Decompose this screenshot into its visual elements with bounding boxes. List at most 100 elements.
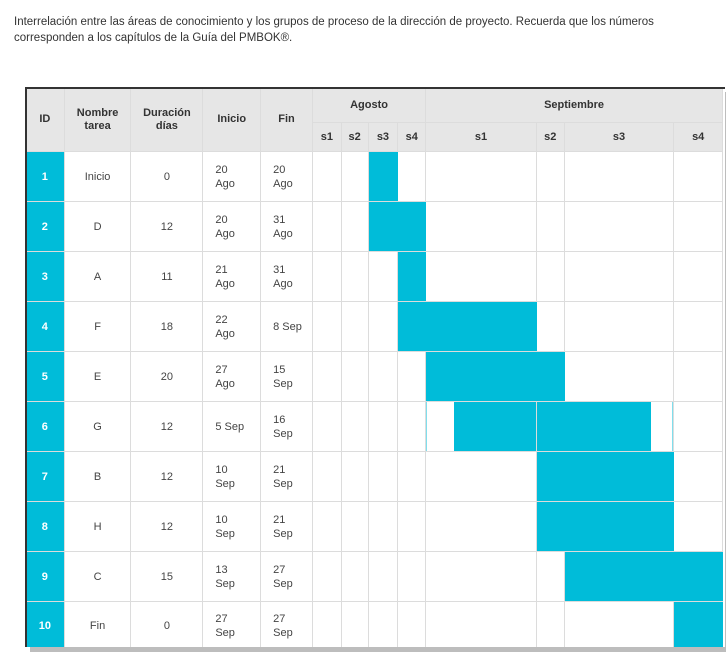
gantt-bar-cell bbox=[535, 251, 565, 302]
gantt-bar-cell bbox=[397, 351, 427, 402]
gantt-bar-cell bbox=[311, 501, 342, 552]
row-duration: 12 bbox=[130, 501, 204, 552]
gantt-bar-cell bbox=[425, 551, 537, 602]
gantt-bar-cell bbox=[340, 451, 369, 502]
row-end: 16 Sep bbox=[260, 401, 313, 452]
gantt-bar-cell bbox=[673, 301, 723, 352]
gantt-bar-cell bbox=[311, 301, 342, 352]
gantt-bar-cell bbox=[397, 551, 427, 602]
gantt-bar-cell bbox=[535, 551, 565, 602]
header-start: Inicio bbox=[202, 89, 262, 152]
gantt-bar-cell bbox=[367, 251, 399, 302]
gantt-bar-cell bbox=[535, 351, 565, 402]
gantt-bar-cell bbox=[673, 201, 723, 252]
row-duration: 0 bbox=[130, 151, 204, 202]
row-id: 1 bbox=[27, 151, 65, 202]
row-name: F bbox=[63, 301, 132, 352]
gantt-bar-cell bbox=[563, 451, 675, 502]
gantt-bar-cell bbox=[311, 251, 342, 302]
gantt-table-container: ID Nombre tarea Duración días Inicio Fin… bbox=[25, 87, 725, 647]
row-duration: 20 bbox=[130, 351, 204, 402]
gantt-bar-cell bbox=[397, 301, 427, 352]
table-row: 3 A 11 21 Ago 31 Ago bbox=[27, 251, 723, 302]
gantt-bar-cell bbox=[563, 301, 675, 352]
gantt-bar-cell bbox=[425, 401, 537, 452]
row-start: 5 Sep bbox=[202, 401, 262, 452]
row-end: 27 Sep bbox=[260, 601, 313, 647]
row-start: 20 Ago bbox=[202, 151, 262, 202]
table-row: 4 F 18 22 Ago 8 Sep bbox=[27, 301, 723, 352]
gantt-bar-cell bbox=[425, 601, 537, 647]
row-name: B bbox=[63, 451, 132, 502]
row-start: 10 Sep bbox=[202, 451, 262, 502]
gantt-bar-cell bbox=[535, 401, 565, 452]
row-duration: 18 bbox=[130, 301, 204, 352]
row-start: 27 Sep bbox=[202, 601, 262, 647]
gantt-bar-cell bbox=[425, 351, 537, 402]
row-end: 15 Sep bbox=[260, 351, 313, 402]
row-duration: 0 bbox=[130, 601, 204, 647]
header-id: ID bbox=[27, 89, 65, 152]
table-row: 1 Inicio 0 20 Ago 20 Ago bbox=[27, 151, 723, 202]
gantt-bar-cell bbox=[311, 351, 342, 402]
gantt-bar-cell bbox=[340, 551, 369, 602]
row-name: Fin bbox=[63, 601, 132, 647]
gantt-bar-cell bbox=[340, 301, 369, 352]
gantt-bar-cell bbox=[563, 201, 675, 252]
gantt-bar-cell bbox=[563, 151, 675, 202]
gantt-bar-cell bbox=[367, 451, 399, 502]
header-week: s4 bbox=[397, 122, 427, 152]
table-row: 8 H 12 10 Sep 21 Sep bbox=[27, 501, 723, 552]
row-end: 20 Ago bbox=[260, 151, 313, 202]
row-id: 4 bbox=[27, 301, 65, 352]
row-name: A bbox=[63, 251, 132, 302]
row-end: 21 Sep bbox=[260, 451, 313, 502]
row-end: 31 Ago bbox=[260, 251, 313, 302]
gantt-bar-cell bbox=[535, 151, 565, 202]
caption: Interrelación entre las áreas de conocim… bbox=[14, 16, 654, 44]
gantt-bar-cell bbox=[535, 601, 565, 647]
row-duration: 12 bbox=[130, 451, 204, 502]
row-id: 8 bbox=[27, 501, 65, 552]
row-duration: 12 bbox=[130, 401, 204, 452]
row-id: 10 bbox=[27, 601, 65, 647]
table-row: 10 Fin 0 27 Sep 27 Sep bbox=[27, 601, 723, 647]
row-end: 8 Sep bbox=[260, 301, 313, 352]
gantt-bar-cell bbox=[535, 501, 565, 552]
gantt-bar-cell bbox=[397, 201, 427, 252]
row-start: 21 Ago bbox=[202, 251, 262, 302]
row-id: 7 bbox=[27, 451, 65, 502]
table-row: 2 D 12 20 Ago 31 Ago bbox=[27, 201, 723, 252]
row-end: 31 Ago bbox=[260, 201, 313, 252]
row-id: 5 bbox=[27, 351, 65, 402]
row-name: Inicio bbox=[63, 151, 132, 202]
gantt-bar-cell bbox=[535, 201, 565, 252]
gantt-body: 1 Inicio 0 20 Ago 20 Ago 2 D 12 20 Ago 31 Ago 3 A 1 1… bbox=[27, 151, 723, 647]
header-duration: Duración días bbox=[130, 89, 204, 152]
row-duration: 12 bbox=[130, 201, 204, 252]
gantt-bar-cell bbox=[311, 551, 342, 602]
header-week: s4 bbox=[673, 122, 723, 152]
gantt-bar-cell bbox=[340, 201, 369, 252]
gantt-bar-cell bbox=[673, 251, 723, 302]
gantt-bar-cell bbox=[535, 451, 565, 502]
gantt-bar-cell bbox=[425, 501, 537, 552]
gantt-bar-cell bbox=[397, 151, 427, 202]
row-start: 13 Sep bbox=[202, 551, 262, 602]
gantt-bar-cell bbox=[535, 301, 565, 352]
gantt-bar-cell bbox=[563, 601, 675, 647]
header-row-weeks: s1 s2 s3 s4 s1 s2 s3 s4 bbox=[27, 122, 723, 152]
gantt-bar-cell bbox=[673, 451, 723, 502]
gantt-bar-cell bbox=[340, 401, 369, 452]
header-week: s3 bbox=[367, 122, 399, 152]
header-end: Fin bbox=[260, 89, 313, 152]
row-id: 3 bbox=[27, 251, 65, 302]
header-week: s1 bbox=[425, 122, 537, 152]
gantt-bar-cell bbox=[367, 151, 399, 202]
gantt-table: ID Nombre tarea Duración días Inicio Fin… bbox=[27, 89, 723, 647]
table-row: 6 G 12 5 Sep 16 Sep bbox=[27, 401, 723, 452]
header-name: Nombre tarea bbox=[63, 89, 132, 152]
gantt-bar-cell bbox=[397, 451, 427, 502]
gantt-bar-cell bbox=[340, 251, 369, 302]
gantt-bar-cell bbox=[397, 401, 427, 452]
